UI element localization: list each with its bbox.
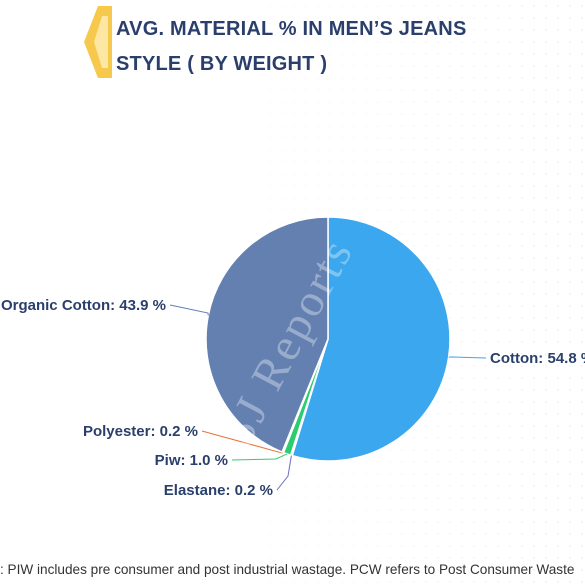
leader-line-2	[231, 453, 288, 461]
footnote: : PIW includes pre consumer and post ind…	[0, 562, 575, 577]
leader-line-4	[169, 304, 209, 316]
slice-label-0: Cotton: 54.8 %	[490, 350, 585, 367]
slice-label-3: Polyester: 0.2 %	[83, 423, 198, 440]
leader-line-0	[448, 356, 487, 359]
title-accent-chevron	[84, 6, 112, 78]
chart-title: AVG. MATERIAL % IN MEN’S JEANS STYLE ( B…	[116, 18, 467, 75]
pie-slice-4	[205, 216, 329, 454]
slice-label-1: Elastane: 0.2 %	[164, 482, 273, 499]
leader-line-1	[276, 455, 292, 491]
slice-label-2: Piw: 1.0 %	[155, 452, 228, 469]
slice-label-4: Organic Cotton: 43.9 %	[1, 297, 166, 314]
